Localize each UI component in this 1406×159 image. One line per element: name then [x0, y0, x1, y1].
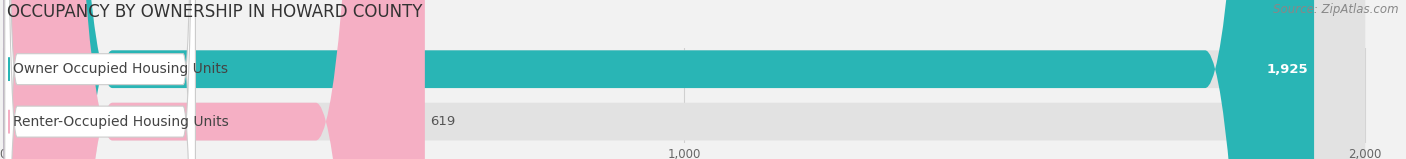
Text: OCCUPANCY BY OWNERSHIP IN HOWARD COUNTY: OCCUPANCY BY OWNERSHIP IN HOWARD COUNTY [7, 3, 423, 21]
Text: 1,925: 1,925 [1267, 63, 1309, 76]
Text: 619: 619 [430, 115, 456, 128]
FancyBboxPatch shape [4, 0, 195, 159]
FancyBboxPatch shape [4, 0, 195, 159]
FancyBboxPatch shape [3, 0, 1365, 159]
FancyBboxPatch shape [3, 0, 425, 159]
Text: Owner Occupied Housing Units: Owner Occupied Housing Units [13, 62, 228, 76]
Text: Renter-Occupied Housing Units: Renter-Occupied Housing Units [13, 115, 228, 129]
FancyBboxPatch shape [3, 0, 1365, 159]
FancyBboxPatch shape [3, 0, 1315, 159]
Text: Source: ZipAtlas.com: Source: ZipAtlas.com [1274, 3, 1399, 16]
